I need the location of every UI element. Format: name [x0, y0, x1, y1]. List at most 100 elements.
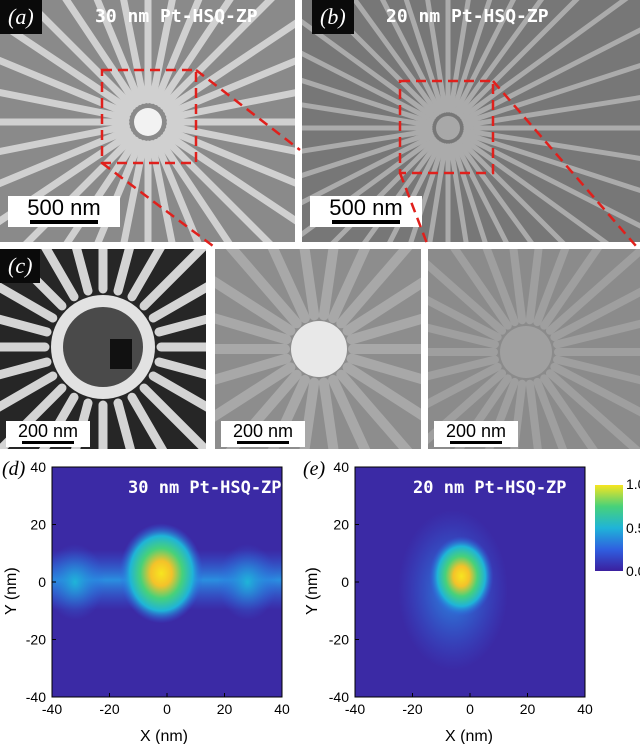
- zone-ray: [540, 249, 602, 330]
- y-axis-title-d: Y (nm): [3, 567, 20, 615]
- zone-ray: [156, 136, 233, 242]
- zone-ray: [458, 138, 566, 242]
- zone-ray: [328, 374, 371, 449]
- y-tick-label: 20: [333, 517, 349, 533]
- heatmap-title-e: 20 nm Pt-HSQ-ZP: [413, 478, 567, 498]
- zone-ray: [462, 131, 640, 194]
- zoom-connector-b-right: [492, 80, 637, 247]
- zone-ray: [113, 398, 135, 449]
- zone-ray: [267, 249, 310, 324]
- y-tick-label: 40: [333, 459, 349, 475]
- colorbar-tick-max: 1.0: [626, 476, 640, 492]
- scalebar-label-c: 200 nm: [17, 421, 79, 441]
- zone-ray: [460, 0, 629, 120]
- zoom-box-a: [100, 68, 198, 165]
- zoom-panel-b: 200 nm: [428, 249, 640, 449]
- zone-ray: [127, 392, 168, 449]
- zone-ray: [336, 369, 413, 449]
- panel-label-c: (c): [0, 249, 41, 283]
- zone-ray: [509, 249, 527, 325]
- x-tick-label: -40: [42, 701, 62, 717]
- y-axis-title-e: Y (nm): [304, 567, 321, 615]
- zone-ray: [328, 249, 371, 324]
- zone-ray: [0, 126, 132, 188]
- zone-ray: [428, 259, 507, 335]
- y-tick-label: 0: [38, 574, 46, 590]
- zone-ray: [162, 19, 295, 114]
- scalebar-c: 200 nm: [6, 421, 90, 447]
- x-tick-label: 0: [466, 701, 474, 717]
- panel-title-b: 20 nm Pt-HSQ-ZP: [386, 6, 549, 27]
- zone-ray: [428, 323, 499, 349]
- zone-ray: [448, 0, 471, 113]
- zone-ray: [299, 377, 320, 449]
- zone-ray: [318, 249, 339, 321]
- zone-ray: [427, 143, 448, 242]
- heatmap-e: (e) 20 nm Pt-HSQ-ZP -40 -20 0 20 40 40 20 0 -20 -…: [303, 458, 640, 744]
- zone-ray: [336, 249, 413, 329]
- panel-label-e: (e): [303, 458, 326, 480]
- zone-ray: [0, 56, 132, 118]
- zone-ray: [215, 313, 292, 345]
- zone-ray: [166, 122, 295, 155]
- y-tick-label: 40: [30, 459, 46, 475]
- zoom-image-a: [215, 249, 421, 449]
- colorbar: [595, 485, 623, 571]
- zone-ray: [461, 133, 640, 229]
- zone-ray: [463, 95, 640, 128]
- y-tick-label: -20: [329, 632, 349, 648]
- scalebar-b: 500 nm: [310, 196, 422, 227]
- y-tick-label: -40: [329, 689, 349, 705]
- zone-ray: [225, 249, 302, 329]
- zone-ray: [62, 0, 140, 108]
- y-tick-label: -20: [26, 632, 46, 648]
- zone-ray: [545, 369, 640, 449]
- zone-ray: [425, 0, 448, 113]
- zone-ray: [540, 374, 598, 449]
- zone-ray: [346, 313, 421, 345]
- zone-ray: [0, 282, 58, 323]
- zone-ray: [428, 369, 507, 445]
- zone-ray: [139, 249, 206, 311]
- zone-ray: [460, 136, 610, 242]
- y-tick-label: 0: [341, 574, 349, 590]
- panel-label-d: (d): [2, 458, 26, 480]
- zoom-connector-a-left: [101, 161, 214, 248]
- zone-ray: [408, 142, 445, 242]
- zone-ray: [63, 136, 140, 242]
- scalebar-zoom-a: 200 nm: [221, 421, 305, 447]
- zone-ray: [553, 319, 640, 349]
- zone-ray: [166, 89, 295, 122]
- zone-ray: [0, 18, 134, 114]
- zone-ray: [215, 276, 296, 336]
- zone-ray: [152, 0, 203, 106]
- zone-ray: [510, 379, 527, 449]
- y-tick-label: 20: [30, 517, 46, 533]
- zone-ray: [299, 249, 320, 321]
- zone-ray: [302, 102, 433, 128]
- zone-ray: [463, 128, 640, 161]
- zoom-box-b: [398, 79, 495, 175]
- scalebar-zoom-b: 200 nm: [434, 421, 518, 447]
- x-axis-title-d: X (nm): [140, 728, 188, 744]
- zone-ray: [553, 355, 640, 385]
- zone-ray: [148, 0, 176, 104]
- x-tick-label: -20: [402, 701, 422, 717]
- zone-ray: [164, 126, 295, 187]
- zone-ray: [482, 249, 519, 327]
- x-axis-title-e: X (nm): [445, 728, 493, 744]
- zone-ray: [154, 357, 206, 380]
- zoom-connector-a-right: [195, 69, 301, 151]
- zone-ray: [71, 398, 93, 449]
- heatmap-title-d: 30 nm Pt-HSQ-ZP: [128, 478, 282, 498]
- zone-ray: [164, 57, 295, 118]
- zone-ray: [342, 277, 421, 336]
- zone-ray: [448, 143, 469, 242]
- zone-ray: [533, 377, 568, 449]
- panel-label-a: (a): [0, 0, 42, 34]
- zone-ray: [0, 88, 130, 122]
- colorbar-tick-mid: 0.5: [626, 520, 640, 536]
- x-tick-label: 40: [274, 701, 290, 717]
- zoom-indicators: [100, 68, 637, 248]
- zone-ray: [120, 0, 148, 104]
